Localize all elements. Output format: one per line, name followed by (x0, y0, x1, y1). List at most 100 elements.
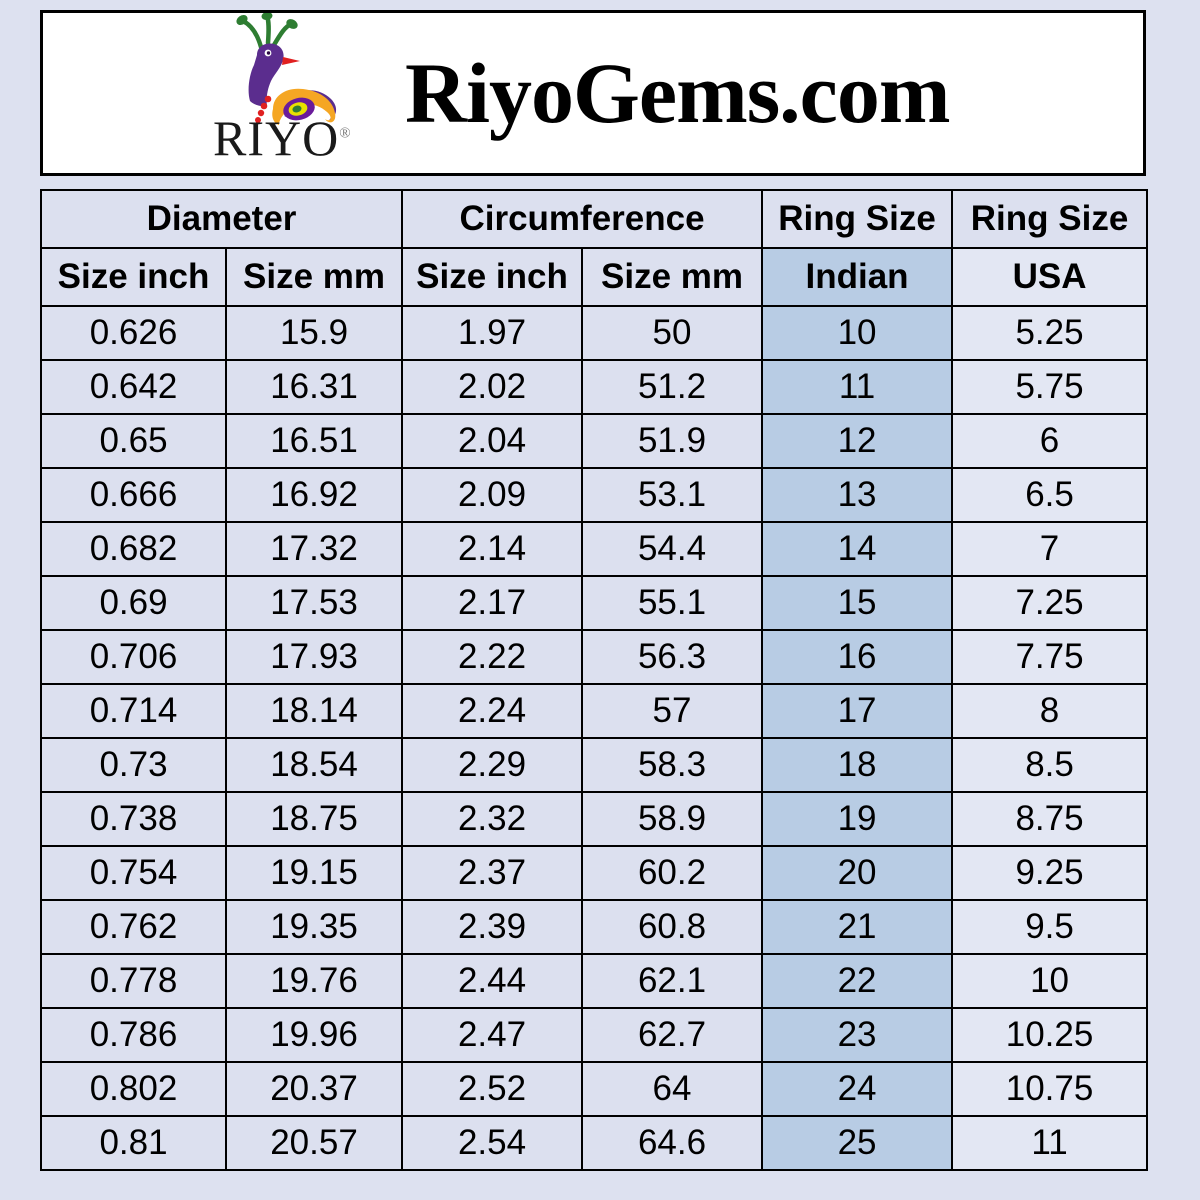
table-row: 0.778 19.76 2.44 62.1 22 10 (40, 953, 1149, 1009)
cell-circumference-mm: 55.1 (581, 575, 764, 631)
cell-ring-size-indian: 21 (761, 899, 954, 955)
cell-circumference-mm: 62.7 (581, 1007, 764, 1063)
cell-circumference-inch: 2.02 (401, 359, 584, 415)
cell-ring-size-indian: 18 (761, 737, 954, 793)
table-body: 0.626 15.9 1.97 50 10 5.25 0.642 16.31 2.02 51.2 1… (40, 305, 1149, 1171)
cell-diameter-mm: 19.35 (224, 899, 404, 955)
sub-header-diameter-mm: Size mm (224, 247, 404, 307)
cell-diameter-inch: 0.666 (40, 467, 227, 523)
cell-circumference-inch: 2.04 (401, 413, 584, 469)
cell-circumference-inch: 1.97 (401, 305, 584, 361)
cell-diameter-inch: 0.802 (40, 1061, 227, 1117)
cell-circumference-mm: 64 (581, 1061, 764, 1117)
cell-ring-size-indian: 25 (761, 1115, 954, 1171)
cell-diameter-mm: 19.76 (224, 953, 404, 1009)
table-row: 0.786 19.96 2.47 62.7 23 10.25 (40, 1007, 1149, 1063)
cell-circumference-mm: 54.4 (581, 521, 764, 577)
cell-diameter-mm: 19.96 (224, 1007, 404, 1063)
cell-circumference-inch: 2.37 (401, 845, 584, 901)
cell-ring-size-usa: 10.25 (951, 1007, 1149, 1063)
group-header-ring-size-indian: Ring Size (761, 189, 954, 249)
cell-circumference-inch: 2.09 (401, 467, 584, 523)
cell-diameter-inch: 0.65 (40, 413, 227, 469)
cell-diameter-inch: 0.682 (40, 521, 227, 577)
table-row: 0.666 16.92 2.09 53.1 13 6.5 (40, 467, 1149, 523)
group-header-row: Diameter Circumference Ring Size Ring Si… (39, 189, 1149, 249)
brand-name: RiyoGems.com (405, 45, 950, 141)
sub-header-circumference-inch: Size inch (401, 247, 584, 307)
table-row: 0.81 20.57 2.54 64.6 25 11 (40, 1115, 1149, 1171)
cell-circumference-mm: 64.6 (581, 1115, 764, 1171)
cell-circumference-inch: 2.17 (401, 575, 584, 631)
sub-header-circumference-mm: Size mm (581, 247, 764, 307)
cell-ring-size-usa: 7.25 (951, 575, 1149, 631)
cell-diameter-mm: 17.53 (224, 575, 404, 631)
cell-ring-size-usa: 7 (951, 521, 1149, 577)
riyo-wordmark: RIYO® (213, 113, 352, 163)
sub-header-diameter-inch: Size inch (40, 247, 227, 307)
cell-ring-size-indian: 24 (761, 1061, 954, 1117)
cell-ring-size-usa: 9.25 (951, 845, 1149, 901)
cell-ring-size-usa: 5.25 (951, 305, 1149, 361)
cell-circumference-mm: 53.1 (581, 467, 764, 523)
cell-ring-size-indian: 10 (761, 305, 954, 361)
cell-ring-size-indian: 20 (761, 845, 954, 901)
table-row: 0.682 17.32 2.14 54.4 14 7 (40, 521, 1149, 577)
cell-diameter-inch: 0.69 (40, 575, 227, 631)
group-header-circumference: Circumference (401, 189, 764, 249)
cell-diameter-inch: 0.738 (40, 791, 227, 847)
brand-banner: RIYO® RiyoGems.com (40, 10, 1146, 176)
ring-size-table: Diameter Circumference Ring Size Ring Si… (39, 189, 1149, 1171)
table-row: 0.714 18.14 2.24 57 17 8 (40, 683, 1149, 739)
table-row: 0.642 16.31 2.02 51.2 11 5.75 (40, 359, 1149, 415)
cell-circumference-inch: 2.54 (401, 1115, 584, 1171)
cell-diameter-mm: 18.75 (224, 791, 404, 847)
cell-diameter-mm: 20.37 (224, 1061, 404, 1117)
cell-ring-size-indian: 11 (761, 359, 954, 415)
cell-diameter-inch: 0.81 (40, 1115, 227, 1171)
cell-diameter-inch: 0.626 (40, 305, 227, 361)
cell-diameter-mm: 16.51 (224, 413, 404, 469)
cell-ring-size-indian: 12 (761, 413, 954, 469)
cell-ring-size-usa: 8 (951, 683, 1149, 739)
cell-ring-size-indian: 23 (761, 1007, 954, 1063)
cell-diameter-mm: 16.31 (224, 359, 404, 415)
cell-circumference-mm: 60.8 (581, 899, 764, 955)
cell-diameter-inch: 0.706 (40, 629, 227, 685)
table-row: 0.706 17.93 2.22 56.3 16 7.75 (40, 629, 1149, 685)
cell-diameter-mm: 19.15 (224, 845, 404, 901)
cell-circumference-inch: 2.39 (401, 899, 584, 955)
cell-diameter-mm: 18.14 (224, 683, 404, 739)
sub-header-indian: Indian (761, 247, 954, 307)
table-header: Diameter Circumference Ring Size Ring Si… (39, 189, 1149, 307)
cell-circumference-mm: 51.2 (581, 359, 764, 415)
table-row: 0.65 16.51 2.04 51.9 12 6 (40, 413, 1149, 469)
cell-ring-size-usa: 6.5 (951, 467, 1149, 523)
cell-ring-size-usa: 7.75 (951, 629, 1149, 685)
cell-circumference-mm: 60.2 (581, 845, 764, 901)
table-row: 0.73 18.54 2.29 58.3 18 8.5 (40, 737, 1149, 793)
cell-diameter-inch: 0.714 (40, 683, 227, 739)
peacock-logo-icon (236, 13, 337, 125)
cell-ring-size-indian: 16 (761, 629, 954, 685)
cell-ring-size-usa: 8.75 (951, 791, 1149, 847)
cell-circumference-mm: 50 (581, 305, 764, 361)
cell-ring-size-usa: 10 (951, 953, 1149, 1009)
cell-ring-size-usa: 11 (951, 1115, 1149, 1171)
table-row: 0.69 17.53 2.17 55.1 15 7.25 (40, 575, 1149, 631)
cell-ring-size-indian: 13 (761, 467, 954, 523)
cell-diameter-mm: 15.9 (224, 305, 404, 361)
cell-ring-size-usa: 9.5 (951, 899, 1149, 955)
table-row: 0.762 19.35 2.39 60.8 21 9.5 (40, 899, 1149, 955)
cell-circumference-inch: 2.32 (401, 791, 584, 847)
cell-diameter-mm: 17.93 (224, 629, 404, 685)
cell-circumference-inch: 2.22 (401, 629, 584, 685)
cell-ring-size-usa: 5.75 (951, 359, 1149, 415)
cell-ring-size-indian: 22 (761, 953, 954, 1009)
cell-circumference-inch: 2.52 (401, 1061, 584, 1117)
cell-circumference-mm: 62.1 (581, 953, 764, 1009)
cell-diameter-inch: 0.778 (40, 953, 227, 1009)
cell-circumference-inch: 2.29 (401, 737, 584, 793)
table-row: 0.802 20.37 2.52 64 24 10.75 (40, 1061, 1149, 1117)
